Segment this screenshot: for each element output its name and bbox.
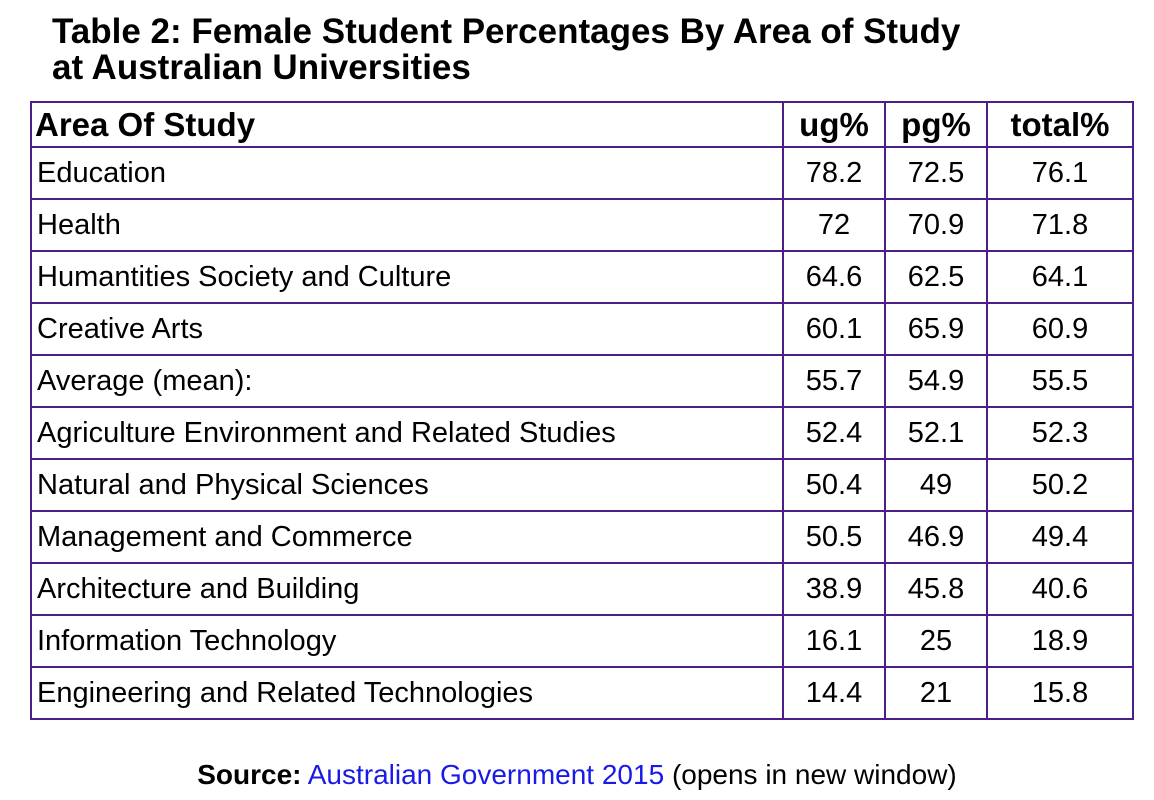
table-row: Humantities Society and Culture 64.6 62.… — [30, 250, 1134, 304]
pg-cell: 49 — [884, 458, 988, 512]
ug-cell: 72 — [782, 198, 886, 252]
area-cell: Natural and Physical Sciences — [30, 458, 784, 512]
pg-cell: 52.1 — [884, 406, 988, 460]
table-title-line-1: Table 2: Female Student Percentages By A… — [52, 12, 961, 51]
table-row-average: Average (mean): 55.7 54.9 55.5 — [30, 354, 1134, 408]
pg-cell: 45.8 — [884, 562, 988, 616]
pg-cell: 46.9 — [884, 510, 988, 564]
pg-cell: 25 — [884, 614, 988, 668]
source-label: Source: — [197, 759, 302, 790]
ug-cell: 38.9 — [782, 562, 886, 616]
table-row: Information Technology 16.1 25 18.9 — [30, 614, 1134, 668]
table-row: Management and Commerce 50.5 46.9 49.4 — [30, 510, 1134, 564]
table-header-row: Area Of Study ug% pg% total% — [30, 101, 1134, 148]
area-cell: Health — [30, 198, 784, 252]
area-cell: Information Technology — [30, 614, 784, 668]
table-row: Natural and Physical Sciences 50.4 49 50… — [30, 458, 1134, 512]
table-row: Creative Arts 60.1 65.9 60.9 — [30, 302, 1134, 356]
total-cell: 49.4 — [986, 510, 1134, 564]
area-cell: Average (mean): — [30, 354, 784, 408]
total-cell: 50.2 — [986, 458, 1134, 512]
ug-cell: 14.4 — [782, 666, 886, 720]
source-link[interactable]: Australian Government 2015 — [307, 759, 665, 790]
pg-cell: 62.5 — [884, 250, 988, 304]
pg-cell: 65.9 — [884, 302, 988, 356]
header-total-percent: total% — [986, 101, 1134, 148]
area-cell: Creative Arts — [30, 302, 784, 356]
pg-cell: 21 — [884, 666, 988, 720]
ug-cell: 60.1 — [782, 302, 886, 356]
table-row: Agriculture Environment and Related Stud… — [30, 406, 1134, 460]
table-title-line-2: at Australian Universities — [52, 48, 471, 87]
total-cell: 64.1 — [986, 250, 1134, 304]
table-title: Table 2: Female Student Percentages By A… — [52, 14, 1142, 86]
source-citation: Source: Australian Government 2015 (open… — [0, 758, 1154, 792]
total-cell: 55.5 — [986, 354, 1134, 408]
female-student-percentages-table: Area Of Study ug% pg% total% Education 7… — [30, 101, 1134, 720]
pg-cell: 72.5 — [884, 146, 988, 200]
pg-cell: 54.9 — [884, 354, 988, 408]
total-cell: 71.8 — [986, 198, 1134, 252]
area-cell: Education — [30, 146, 784, 200]
ug-cell: 78.2 — [782, 146, 886, 200]
total-cell: 15.8 — [986, 666, 1134, 720]
header-pg-percent: pg% — [884, 101, 988, 148]
table-row: Education 78.2 72.5 76.1 — [30, 146, 1134, 200]
ug-cell: 64.6 — [782, 250, 886, 304]
pg-cell: 70.9 — [884, 198, 988, 252]
ug-cell: 16.1 — [782, 614, 886, 668]
header-ug-percent: ug% — [782, 101, 886, 148]
ug-cell: 55.7 — [782, 354, 886, 408]
ug-cell: 50.5 — [782, 510, 886, 564]
total-cell: 76.1 — [986, 146, 1134, 200]
area-cell: Engineering and Related Technologies — [30, 666, 784, 720]
table-row: Engineering and Related Technologies 14.… — [30, 666, 1134, 720]
area-cell: Agriculture Environment and Related Stud… — [30, 406, 784, 460]
ug-cell: 52.4 — [782, 406, 886, 460]
total-cell: 40.6 — [986, 562, 1134, 616]
total-cell: 18.9 — [986, 614, 1134, 668]
table-row: Health 72 70.9 71.8 — [30, 198, 1134, 252]
total-cell: 60.9 — [986, 302, 1134, 356]
ug-cell: 50.4 — [782, 458, 886, 512]
table-row: Architecture and Building 38.9 45.8 40.6 — [30, 562, 1134, 616]
header-area-of-study: Area Of Study — [30, 101, 784, 148]
total-cell: 52.3 — [986, 406, 1134, 460]
area-cell: Humantities Society and Culture — [30, 250, 784, 304]
area-cell: Architecture and Building — [30, 562, 784, 616]
source-link-note: (opens in new window) — [671, 759, 957, 790]
area-cell: Management and Commerce — [30, 510, 784, 564]
